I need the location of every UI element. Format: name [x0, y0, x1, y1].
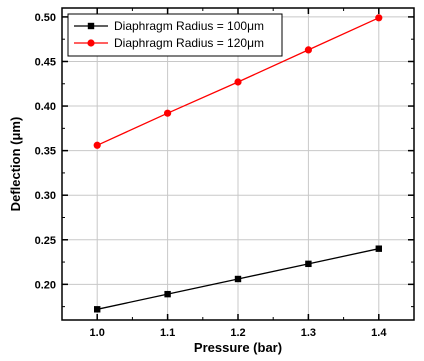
y-tick-label: 0.50 — [35, 12, 56, 24]
x-tick-label: 1.0 — [90, 327, 105, 339]
legend-marker — [87, 39, 95, 47]
data-point — [94, 306, 101, 313]
y-axis-title: Deflection (μm) — [8, 117, 23, 212]
x-tick-label: 1.2 — [230, 327, 245, 339]
series-1 — [94, 245, 382, 313]
y-tick-label: 0.20 — [35, 279, 56, 291]
data-point — [164, 109, 172, 117]
data-point — [93, 141, 101, 149]
data-point — [304, 46, 312, 54]
tick-labels: 1.0 1.1 1.2 1.3 1.4 0.20 0.25 0.30 0.35 0.40 0.45 0… — [35, 12, 388, 339]
data-point — [164, 290, 171, 298]
data-point — [375, 14, 383, 22]
legend-item: Diaphragm Radius = 100μm — [74, 19, 264, 33]
legend-marker — [87, 22, 95, 30]
y-tick-label: 0.45 — [35, 56, 56, 68]
legend-item: Diaphragm Radius = 120μm — [74, 36, 264, 50]
x-tick-label: 1.4 — [371, 327, 387, 339]
y-tick-label: 0.35 — [35, 146, 56, 158]
x-tick-label: 1.3 — [301, 327, 316, 339]
axis-ticks — [61, 8, 415, 320]
series-layer — [93, 14, 383, 313]
y-tick-label: 0.40 — [35, 101, 56, 113]
x-tick-label: 1.1 — [160, 327, 175, 339]
legend-label: Diaphragm Radius = 120μm — [114, 36, 264, 50]
data-point — [234, 275, 242, 283]
data-point — [305, 260, 312, 268]
series-2 — [93, 14, 383, 149]
y-tick-label: 0.30 — [35, 190, 56, 202]
data-point — [234, 78, 242, 86]
data-point — [375, 245, 382, 252]
legend: Diaphragm Radius = 100μm Diaphragm Radius… — [67, 13, 283, 57]
x-axis-title: Pressure (bar) — [194, 340, 282, 355]
legend-label: Diaphragm Radius = 100μm — [114, 19, 264, 33]
legend-box — [67, 13, 283, 57]
y-tick-label: 0.25 — [35, 235, 56, 247]
